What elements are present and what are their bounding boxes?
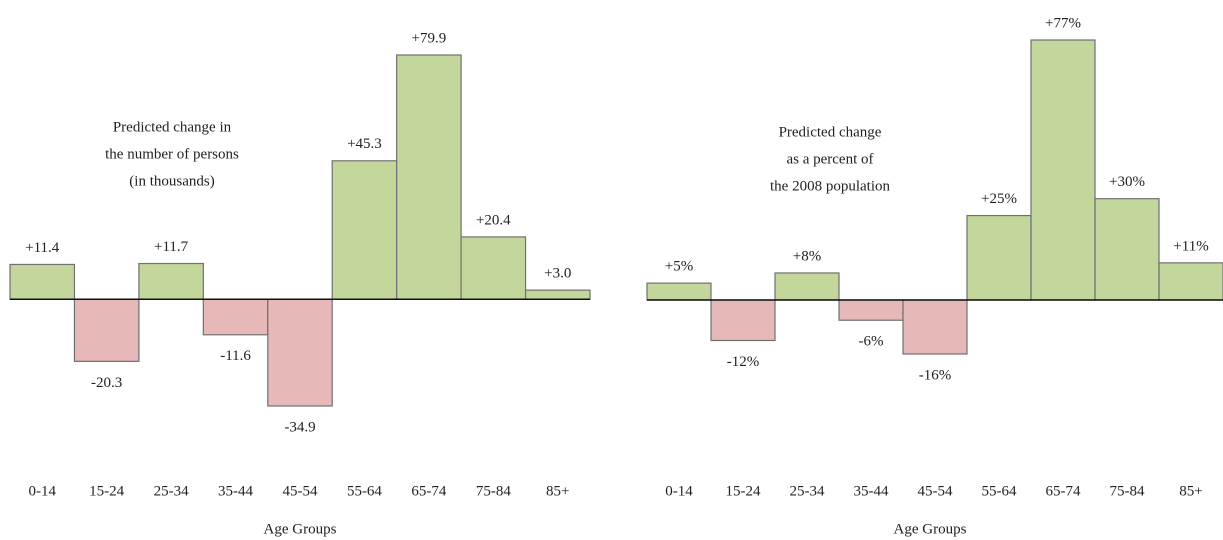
value-label: +8%	[793, 248, 821, 264]
x-tick-label: 15-24	[726, 483, 761, 499]
x-axis-label: Age Groups	[264, 521, 337, 537]
bar	[1094, 198, 1160, 301]
annotation: Predicted change	[779, 124, 882, 140]
bar	[9, 263, 76, 300]
value-label: -20.3	[91, 375, 122, 391]
value-label: -12%	[727, 354, 760, 370]
x-tick-label: 85+	[546, 483, 569, 499]
value-label: +30%	[1109, 174, 1145, 190]
bar	[460, 236, 527, 300]
value-label: +11.7	[154, 239, 189, 255]
annotation: the 2008 population	[770, 178, 890, 194]
x-tick-label: 55-64	[347, 483, 382, 499]
bar	[1030, 39, 1096, 301]
value-label: +20.4	[476, 212, 511, 228]
bar	[1158, 262, 1223, 301]
x-tick-label: 55-64	[982, 483, 1017, 499]
bar	[267, 298, 333, 407]
value-label: +25%	[981, 191, 1017, 207]
x-tick-label: 0-14	[665, 483, 693, 499]
x-tick-label: 25-34	[154, 483, 189, 499]
annotation: as a percent of	[786, 151, 873, 167]
annotation: (in thousands)	[129, 173, 214, 189]
x-tick-label: 75-84	[1110, 483, 1145, 499]
bar	[838, 299, 904, 321]
bar	[73, 298, 140, 362]
x-tick-label: 45-54	[918, 483, 953, 499]
value-label: -11.6	[220, 348, 251, 364]
value-label: +11%	[1173, 238, 1208, 254]
value-label: +45.3	[347, 136, 382, 152]
x-tick-label: 0-14	[28, 483, 56, 499]
bar	[396, 54, 462, 300]
value-label: +79.9	[412, 30, 447, 46]
bar	[646, 282, 712, 301]
value-label: +3.0	[544, 266, 571, 282]
value-label: -16%	[919, 367, 952, 383]
value-label: +77%	[1045, 15, 1081, 31]
x-tick-label: 35-44	[218, 483, 253, 499]
bar	[331, 160, 398, 300]
x-tick-label: 35-44	[854, 483, 889, 499]
bar	[710, 299, 776, 342]
value-label: +5%	[665, 259, 693, 275]
value-label: +11.4	[25, 240, 60, 256]
annotation: Predicted change in	[113, 119, 232, 135]
x-axis-label: Age Groups	[894, 521, 967, 537]
x-tick-label: 15-24	[89, 483, 124, 499]
x-tick-label: 25-34	[790, 483, 825, 499]
x-tick-label: 65-74	[1046, 483, 1081, 499]
value-label: -6%	[859, 334, 884, 350]
annotation: the number of persons	[105, 146, 239, 162]
bar	[138, 262, 204, 300]
x-tick-label: 85+	[1179, 483, 1202, 499]
x-tick-label: 65-74	[411, 483, 446, 499]
x-tick-label: 45-54	[283, 483, 318, 499]
x-tick-label: 75-84	[476, 483, 511, 499]
bar	[524, 289, 591, 300]
bar	[202, 298, 269, 336]
value-label: -34.9	[284, 419, 315, 435]
bar	[902, 299, 968, 355]
bar	[774, 272, 840, 301]
bar	[966, 214, 1032, 301]
